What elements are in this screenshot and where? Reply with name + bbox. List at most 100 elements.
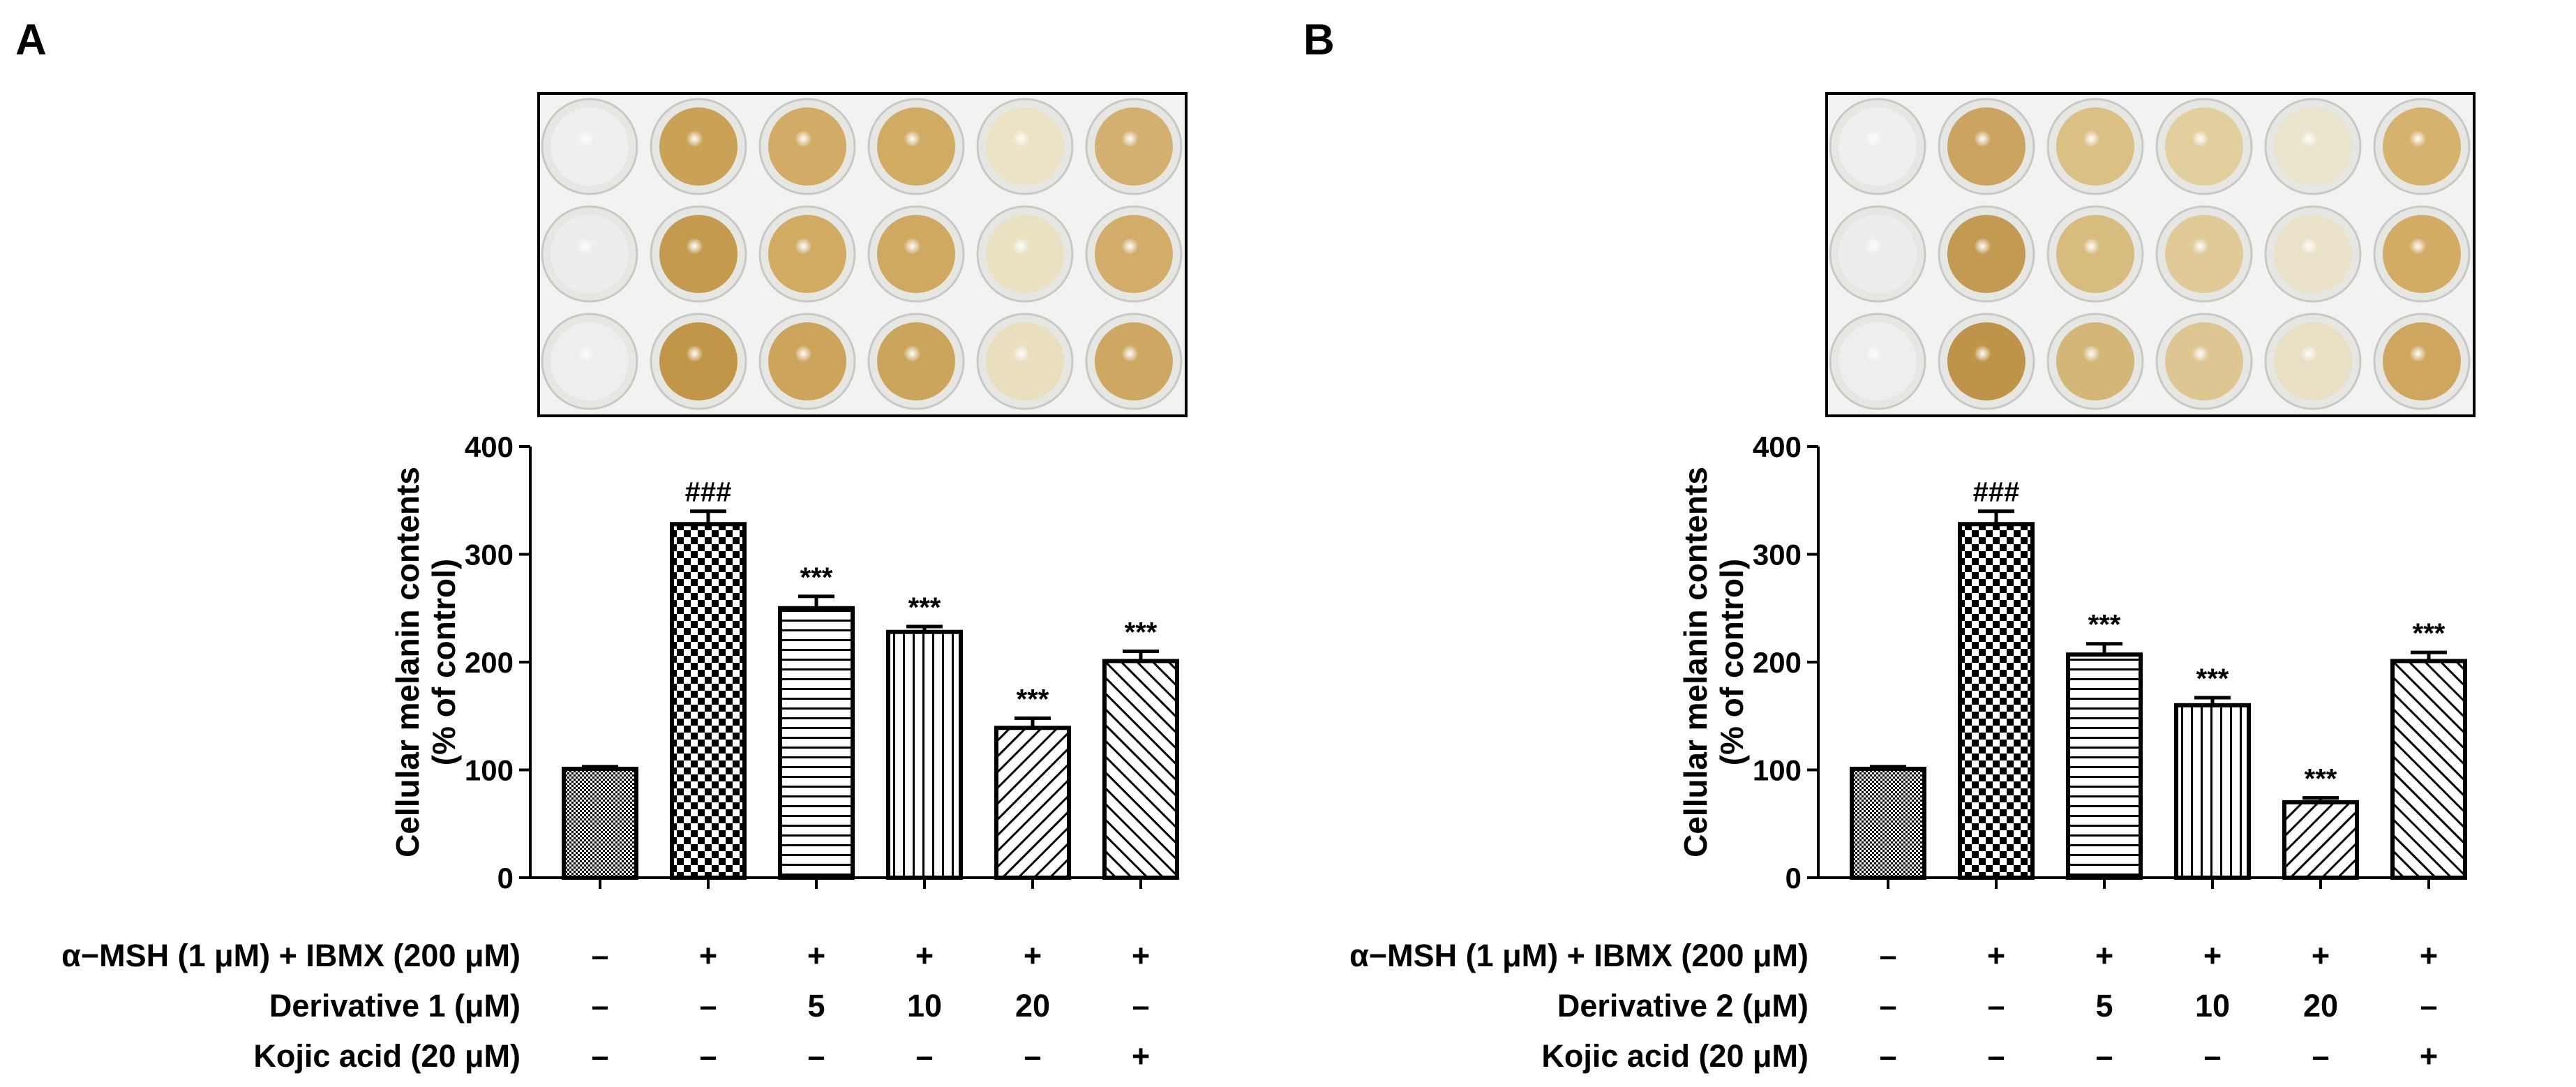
- well: [768, 322, 846, 400]
- well: [2274, 215, 2352, 293]
- cell: –: [591, 1038, 609, 1074]
- well: [2056, 322, 2134, 400]
- well: [1947, 107, 2025, 186]
- significance-label: ***: [1125, 617, 1158, 648]
- cell: +: [915, 938, 934, 973]
- cell: –: [2095, 1038, 2113, 1074]
- significance-label: ###: [1973, 477, 2020, 508]
- cell: 5: [807, 988, 825, 1024]
- cell: +: [2419, 938, 2439, 973]
- cell: –: [699, 988, 717, 1024]
- well: [551, 215, 629, 293]
- well: [551, 322, 629, 400]
- y-tick-label: 100: [1753, 754, 1802, 787]
- significance-label: ***: [2088, 610, 2121, 640]
- significance-label: ###: [685, 477, 732, 508]
- treatment-row-derivative: Derivative 1 (μM) – – 5 10 20 –: [0, 985, 1288, 1027]
- well: [1095, 107, 1173, 186]
- well: [2056, 215, 2134, 293]
- cell: +: [698, 938, 718, 973]
- significance-label: ***: [2305, 764, 2337, 795]
- well: [1839, 322, 1917, 400]
- well: [1947, 322, 2025, 400]
- cell: –: [591, 988, 609, 1024]
- panel-letter: B: [1303, 16, 1335, 64]
- cell: –: [2420, 988, 2438, 1024]
- significance-label: ***: [800, 562, 833, 593]
- cell: +: [1023, 938, 1042, 973]
- treatment-row-msh: α−MSH (1 μM) + IBMX (200 μM) – + + + + +: [0, 935, 1288, 977]
- treatment-row-derivative: Derivative 2 (μM) – – 5 10 20 –: [1288, 985, 2576, 1027]
- y-tick-label: 200: [1753, 646, 1802, 679]
- well: [768, 107, 846, 186]
- cell: –: [1879, 1038, 1897, 1074]
- cell: 10: [906, 988, 943, 1024]
- cell: –: [1987, 988, 2005, 1024]
- cell: –: [1132, 988, 1150, 1024]
- well: [986, 215, 1064, 293]
- cell: +: [2311, 938, 2330, 973]
- well: [768, 215, 846, 293]
- y-axis-label: Cellular melanin contents(% of control): [1677, 467, 1750, 857]
- well: [986, 107, 1064, 186]
- significance-label: ***: [1017, 684, 1049, 714]
- cell: 5: [2095, 988, 2113, 1024]
- bar: [2390, 659, 2467, 880]
- significance-label: ***: [2196, 664, 2229, 694]
- cell: –: [1879, 938, 1897, 973]
- row-label: α−MSH (1 μM) + IBMX (200 μM): [1349, 938, 1809, 973]
- well: [2165, 215, 2243, 293]
- bar: [1102, 659, 1179, 880]
- well-plate-photo: [1825, 92, 2476, 417]
- cell: –: [915, 1038, 934, 1074]
- cell: +: [1986, 938, 2006, 973]
- treatment-row-msh: α−MSH (1 μM) + IBMX (200 μM) – + + + + +: [1288, 935, 2576, 977]
- cell: +: [2095, 938, 2114, 973]
- cell: +: [2203, 938, 2222, 973]
- well: [1839, 107, 1917, 186]
- well: [2274, 107, 2352, 186]
- well: [2383, 107, 2461, 186]
- cell: –: [2312, 1038, 2330, 1074]
- well: [551, 107, 629, 186]
- y-tick-label: 400: [465, 430, 514, 463]
- row-label: Derivative 1 (μM): [269, 988, 521, 1024]
- y-tick-label: 0: [497, 862, 514, 894]
- y-tick-label: 0: [1785, 862, 1802, 894]
- bar: [2066, 652, 2143, 880]
- well: [877, 322, 955, 400]
- bar: [994, 726, 1071, 880]
- bar: [886, 629, 963, 880]
- treatment-row-kojic: Kojic acid (20 μM) – – – – – +: [0, 1035, 1288, 1077]
- well: [2274, 322, 2352, 400]
- row-label: α−MSH (1 μM) + IBMX (200 μM): [61, 938, 521, 973]
- y-axis-label: Cellular melanin contents(% of control): [389, 467, 462, 857]
- cell: +: [2419, 1038, 2439, 1074]
- well: [1947, 215, 2025, 293]
- well-plate-photo: [537, 92, 1188, 417]
- y-tick-label: 400: [1753, 430, 1802, 463]
- cell: +: [1131, 1038, 1151, 1074]
- cell: 20: [2302, 988, 2339, 1024]
- cell: +: [807, 938, 826, 973]
- panel-a: A 0 100 200 300 400 Cellular melanin contents…: [0, 16, 1288, 1077]
- y-tick-label: 300: [465, 539, 514, 571]
- well: [659, 215, 737, 293]
- cell: –: [1987, 1038, 2005, 1074]
- well: [2165, 107, 2243, 186]
- cell: –: [591, 938, 609, 973]
- well: [1095, 322, 1173, 400]
- panel-b: B 0 100 200 300 400 Cellular melanin contents…: [1288, 0, 2576, 1087]
- cell: –: [699, 1038, 717, 1074]
- y-tick-label: 300: [1753, 539, 1802, 571]
- treatment-row-kojic: Kojic acid (20 μM) – – – – – +: [1288, 1035, 2576, 1077]
- well: [877, 215, 955, 293]
- bar: [1850, 766, 1926, 880]
- well: [877, 107, 955, 186]
- y-tick-label: 200: [465, 646, 514, 679]
- row-label: Kojic acid (20 μM): [253, 1038, 521, 1074]
